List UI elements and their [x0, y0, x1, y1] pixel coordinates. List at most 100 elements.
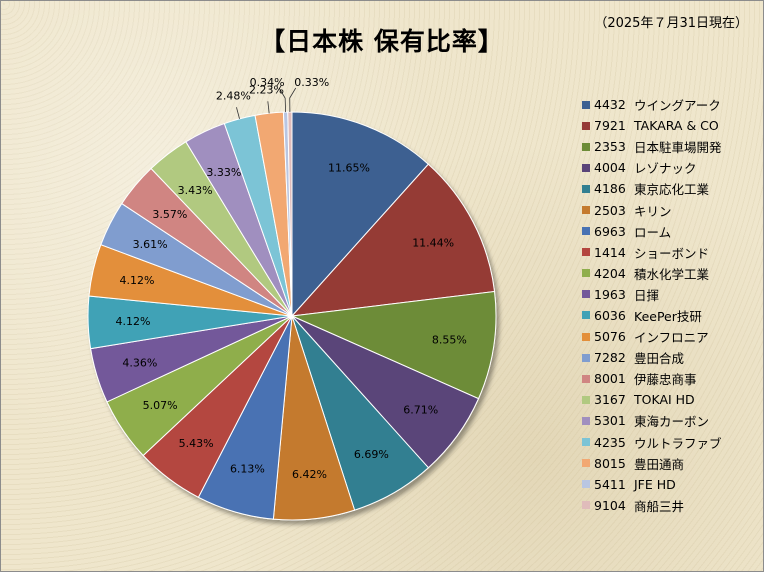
legend-swatch — [582, 269, 590, 278]
pie-slice-4432 — [291, 111, 430, 318]
legend-swatch — [582, 311, 590, 320]
pie-slice-9104 — [287, 111, 293, 317]
legend-code: 5301 — [594, 413, 626, 429]
legend-code: 4186 — [594, 181, 626, 197]
data-label-4235: 2.48% — [216, 90, 251, 103]
data-label-6036: 4.12% — [115, 315, 150, 328]
data-label-3167: 3.43% — [178, 184, 213, 197]
legend-code: 4235 — [594, 434, 626, 450]
legend-swatch — [582, 438, 590, 447]
data-label-1963: 4.36% — [122, 357, 157, 370]
legend-name: レゾナック — [634, 161, 697, 177]
data-label-5411: 0.34% — [250, 76, 285, 89]
legend-code: 7282 — [594, 350, 626, 366]
legend-swatch — [582, 206, 590, 215]
legend-item-7282: 7282 豊田合成 — [582, 347, 722, 368]
data-label-4204: 5.07% — [143, 399, 178, 412]
legend-name: 豊田合成 — [634, 351, 685, 367]
legend-item-4186: 4186 東京応化工業 — [582, 178, 722, 199]
legend-name: ウルトラファブ — [634, 435, 722, 451]
legend-swatch — [582, 184, 590, 193]
legend-code: 8015 — [594, 455, 626, 471]
legend-name: キリン — [634, 203, 672, 219]
legend-item-5076: 5076 インフロニア — [582, 326, 722, 347]
legend-name: 日揮 — [634, 287, 660, 303]
leader-line-8015 — [267, 101, 270, 114]
data-label-2503: 6.42% — [292, 468, 327, 481]
legend-swatch — [582, 374, 590, 383]
legend-item-4004: 4004 レゾナック — [582, 157, 722, 178]
legend-swatch — [582, 480, 590, 489]
legend-swatch — [582, 395, 590, 404]
legend-code: 2503 — [594, 202, 626, 218]
data-label-4432: 11.65% — [328, 161, 370, 174]
legend-name: ショーボンド — [634, 245, 710, 261]
legend-code: 6963 — [594, 223, 626, 239]
legend-item-8015: 8015 豊田通商 — [582, 453, 722, 474]
legend-name: 東海カーボン — [634, 414, 710, 430]
legend-name: TOKAI HD — [634, 392, 695, 408]
data-label-1414: 5.43% — [179, 437, 214, 450]
legend-item-4432: 4432 ウイングアーク — [582, 94, 722, 115]
legend-swatch — [582, 332, 590, 341]
legend-code: 4204 — [594, 265, 626, 281]
legend-swatch — [582, 290, 590, 299]
legend-item-5301: 5301 東海カーボン — [582, 410, 722, 431]
legend-name: 伊藤忠商事 — [634, 372, 697, 388]
legend-swatch — [582, 248, 590, 257]
legend-item-5411: 5411 JFE HD — [582, 474, 722, 495]
legend-item-9104: 9104 商船三井 — [582, 495, 722, 516]
legend-code: 7921 — [594, 118, 626, 134]
legend-name: インフロニア — [634, 330, 709, 346]
legend-item-8001: 8001 伊藤忠商事 — [582, 368, 722, 389]
legend-swatch — [582, 227, 590, 236]
data-label-8001: 3.57% — [152, 208, 187, 221]
leader-line-5411 — [278, 87, 286, 113]
pie-slice-7921 — [290, 163, 496, 317]
legend-item-6036: 6036 KeePer技研 — [582, 305, 722, 326]
legend-item-7921: 7921 TAKARA & CO — [582, 115, 722, 136]
legend-item-2353: 2353 日本駐車場開発 — [582, 136, 722, 157]
legend-name: 日本駐車場開発 — [634, 140, 722, 156]
data-label-9104: 0.33% — [294, 76, 329, 89]
data-label-7282: 3.61% — [133, 238, 168, 251]
legend-code: 6036 — [594, 307, 626, 323]
data-label-5301: 3.33% — [206, 166, 241, 179]
legend-swatch — [582, 121, 590, 130]
legend-name: 豊田通商 — [634, 456, 685, 472]
legend-item-4235: 4235 ウルトラファブ — [582, 432, 722, 453]
legend-name: KeePer技研 — [634, 308, 702, 324]
legend-item-6963: 6963 ローム — [582, 221, 722, 242]
data-label-7921: 11.44% — [412, 237, 454, 250]
legend-swatch — [582, 142, 590, 151]
data-label-4004: 6.71% — [403, 403, 438, 416]
as-of-date: （2025年７月31日現在） — [594, 16, 748, 31]
legend-swatch — [582, 163, 590, 172]
legend-name: 東京応化工業 — [634, 182, 710, 198]
legend-swatch — [582, 353, 590, 362]
legend-name: ウイングアーク — [634, 98, 721, 114]
leader-line-4235 — [236, 107, 240, 119]
data-label-6963: 6.13% — [230, 463, 265, 476]
data-label-2353: 8.55% — [432, 334, 467, 347]
legend-item-1414: 1414 ショーボンド — [582, 242, 722, 263]
legend-code: 8001 — [594, 371, 626, 387]
legend-name: JFE HD — [634, 476, 676, 492]
legend-name: 商船三井 — [634, 498, 685, 514]
legend-code: 2353 — [594, 139, 626, 155]
data-label-5076: 4.12% — [120, 274, 155, 287]
data-label-4186: 6.69% — [354, 448, 389, 461]
legend-code: 5076 — [594, 329, 626, 345]
legend-code: 1963 — [594, 286, 626, 302]
legend-name: ローム — [634, 224, 672, 240]
pie-slice-2353 — [290, 290, 497, 400]
legend-code: 4432 — [594, 97, 626, 113]
legend: 4432 ウイングアーク 7921 TAKARA & CO 2353 日本駐車場開発 400… — [582, 94, 722, 516]
legend-code: 3167 — [594, 392, 626, 408]
data-label-8015: 2.23% — [249, 83, 284, 96]
legend-swatch — [582, 501, 590, 510]
legend-item-2503: 2503 キリン — [582, 199, 722, 220]
chart-title: 【日本株 保有比率】 — [260, 27, 504, 56]
legend-name: TAKARA & CO — [634, 118, 719, 134]
